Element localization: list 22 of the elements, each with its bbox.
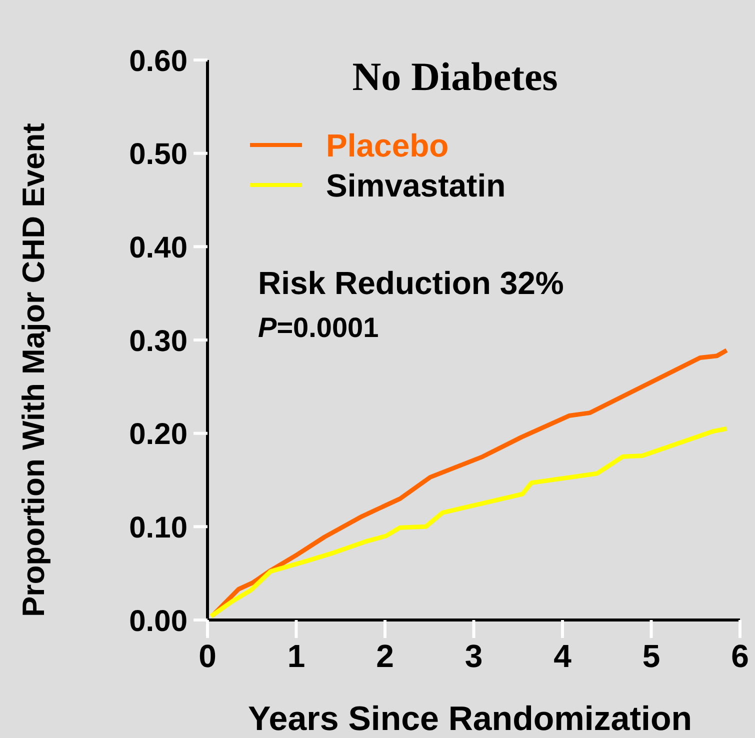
x-tick-label: 0 bbox=[198, 638, 216, 674]
y-tick-label: 0.40 bbox=[129, 231, 188, 264]
legend-label: Simvastatin bbox=[326, 168, 506, 204]
line-series bbox=[208, 426, 729, 619]
y-tick-label: 0.30 bbox=[129, 324, 188, 358]
annotation: Risk Reduction 32% bbox=[258, 265, 564, 301]
y-tick-label: 0.10 bbox=[129, 511, 188, 544]
y-axis-title: Proportion With Major CHD Event bbox=[16, 123, 51, 617]
y-tick-label: 0.50 bbox=[129, 138, 188, 172]
chart-title: No Diabetes bbox=[352, 54, 558, 99]
annotation: P=0.0001 bbox=[258, 312, 379, 343]
legend-label: Placebo bbox=[326, 128, 449, 164]
x-tick-label: 4 bbox=[554, 638, 572, 674]
x-tick-label: 6 bbox=[731, 638, 749, 674]
x-tick-label: 3 bbox=[464, 638, 483, 674]
x-tick-label: 1 bbox=[287, 638, 306, 674]
x-tick-label: 5 bbox=[642, 638, 660, 674]
x-axis-title: Years Since Randomization bbox=[248, 700, 692, 738]
x-tick-label: 2 bbox=[376, 638, 394, 674]
y-tick-label: 0.20 bbox=[129, 418, 188, 452]
y-tick-label: 0.00 bbox=[129, 604, 188, 638]
y-tick-label: 0.60 bbox=[129, 44, 188, 78]
